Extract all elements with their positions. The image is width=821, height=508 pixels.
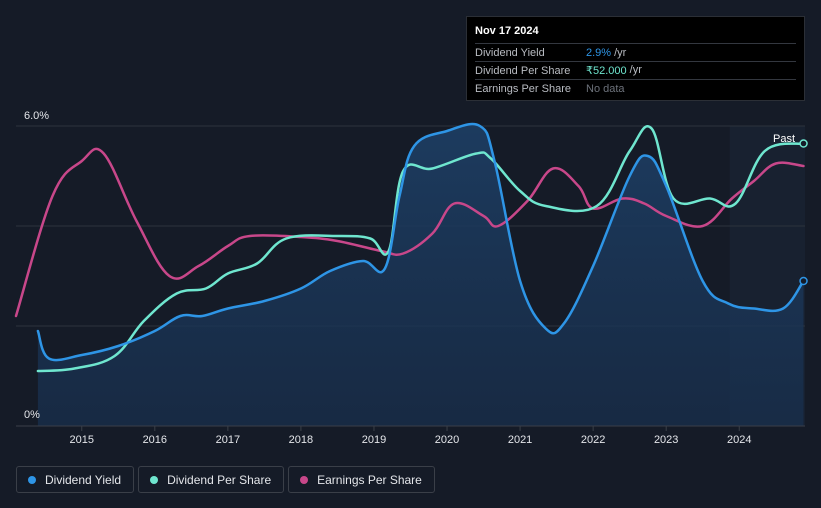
x-tick-label: 2017 <box>216 434 240 446</box>
x-tick-label: 2016 <box>143 434 167 446</box>
tooltip-unit: /yr <box>629 64 642 76</box>
tooltip-value: 2.9% <box>586 46 612 59</box>
tooltip-row-earnings-per-share: Earnings Per Share No data <box>475 79 796 97</box>
x-tick-label: 2023 <box>654 434 678 446</box>
legend-item-dividend-per-share[interactable]: Dividend Per Share <box>138 466 285 493</box>
tooltip-panel: Nov 17 2024 Dividend Yield 2.9% /yr Divi… <box>466 16 805 101</box>
legend-item-earnings-per-share[interactable]: Earnings Per Share <box>288 466 435 493</box>
legend-item-dividend-yield[interactable]: Dividend Yield <box>16 466 135 493</box>
legend: Dividend Yield Dividend Per Share Earnin… <box>16 466 435 493</box>
dividend-yield-line <box>36 122 805 362</box>
x-tick-label: 2022 <box>581 434 605 446</box>
tooltip-value: ₹52.000 <box>586 65 627 77</box>
y-tick-label-bottom: 0% <box>24 409 40 421</box>
dividend-yield-end-marker <box>799 276 808 286</box>
tooltip-row-dividend-yield: Dividend Yield 2.9% /yr <box>475 43 796 61</box>
legend-label: Dividend Yield <box>45 472 122 487</box>
y-tick-label-top: 6.0% <box>24 110 49 122</box>
tooltip-row-dividend-per-share: Dividend Per Share ₹52.000 /yr <box>475 61 796 79</box>
earnings-per-share-line <box>14 147 805 318</box>
x-tick-label: 2015 <box>70 434 94 446</box>
dividend-yield-area <box>37 123 804 427</box>
legend-dot-icon <box>28 475 36 484</box>
tooltip-label: Dividend Yield <box>475 46 545 59</box>
tooltip-label: Earnings Per Share <box>475 82 571 95</box>
past-label: Past <box>773 133 795 145</box>
tooltip-unit: /yr <box>614 46 627 59</box>
tooltip-label: Dividend Per Share <box>475 64 571 77</box>
legend-dot-icon <box>150 475 159 484</box>
x-tick-label: 2021 <box>508 434 532 446</box>
legend-label: Earnings Per Share <box>317 472 422 487</box>
dividend-per-share-end-marker <box>799 139 808 148</box>
x-tick-label: 2018 <box>289 434 313 446</box>
tooltip-value: No data <box>586 82 625 95</box>
x-tick-label: 2024 <box>727 434 751 446</box>
legend-label: Dividend Per Share <box>167 472 272 487</box>
legend-dot-icon <box>300 475 309 484</box>
tooltip-date: Nov 17 2024 <box>475 25 539 37</box>
x-tick-label: 2020 <box>435 434 459 446</box>
x-tick-label: 2019 <box>362 434 386 446</box>
